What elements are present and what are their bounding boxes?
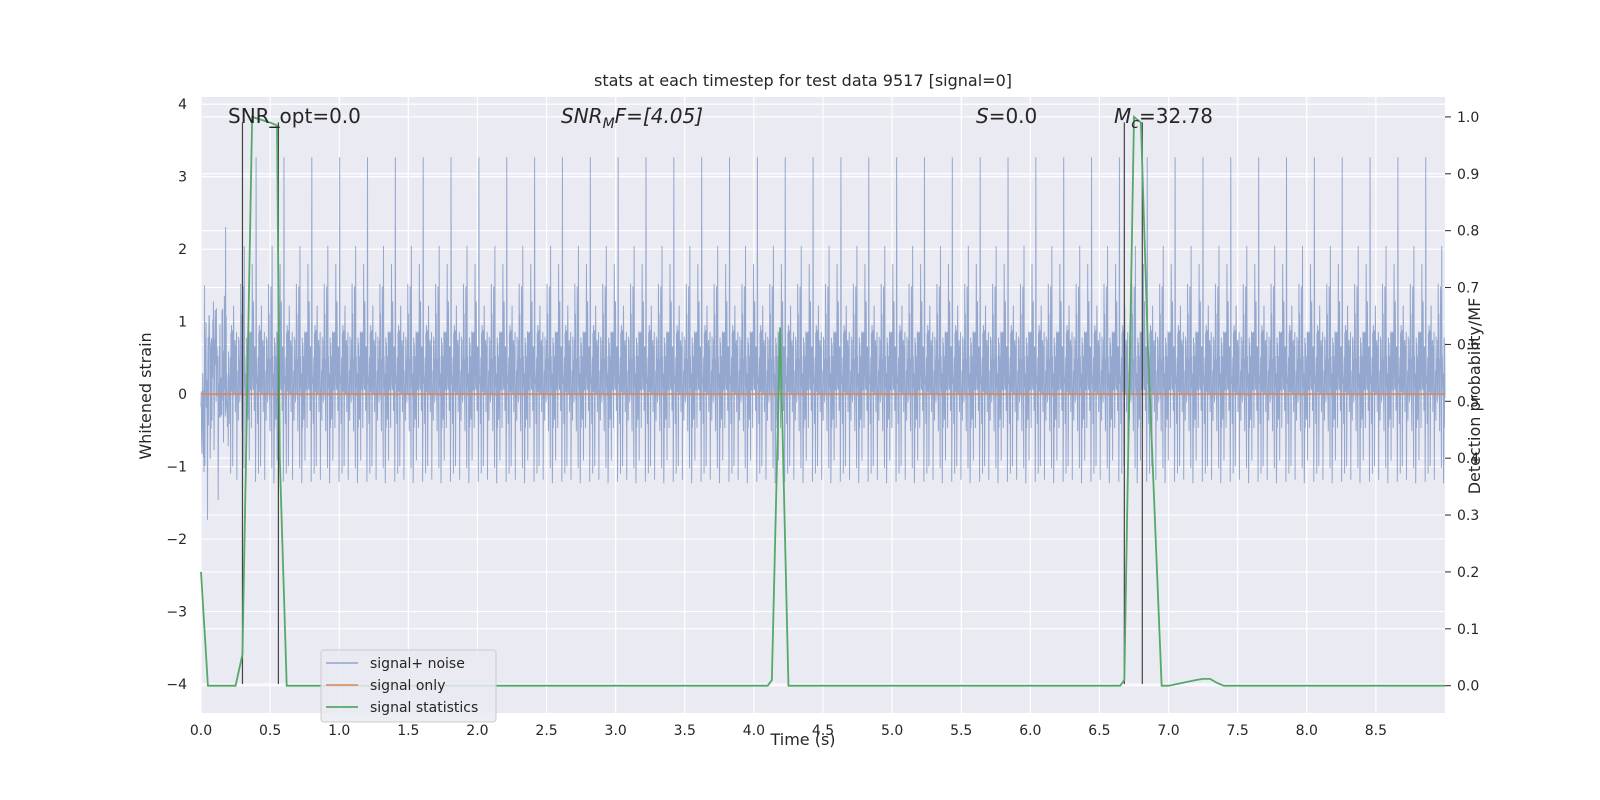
x-tick-label: 4.5 (812, 723, 834, 739)
y2-axis-label: Detection probability/MF (1465, 298, 1484, 495)
legend-box (320, 649, 497, 723)
annotation-mc: Mc=32.78 (1114, 104, 1213, 132)
annotation-snr-mf: SNRMF=[4.05] (561, 104, 703, 132)
chart-title: stats at each timestep for test data 951… (594, 71, 1012, 90)
y2-tick-label: 0.3 (1457, 508, 1479, 524)
y2-tick-label: 0.8 (1457, 224, 1479, 240)
x-tick-label: 2.5 (535, 723, 557, 739)
x-tick-label: 8.0 (1296, 723, 1318, 739)
y2-tick-label: 0.4 (1457, 451, 1479, 467)
plot-area (200, 97, 1446, 713)
y-axis-ticks: 4 3 2 1 0 −1 −2 −3 −4 (166, 97, 187, 693)
annotation-s: S=0.0 (976, 104, 1037, 128)
x-tick-label: 0.5 (259, 723, 281, 739)
series-signal-statistics (200, 115, 1445, 687)
y-tick-label: −3 (166, 605, 187, 621)
y2-tick-label: 0.7 (1457, 281, 1479, 297)
x-tick-label: 6.0 (1019, 723, 1041, 739)
series-signal-noise (200, 157, 1446, 520)
y2-tick-label: 0.2 (1457, 565, 1479, 581)
y-tick-label: −4 (166, 677, 187, 693)
legend: signal+ noise signal only signal statist… (320, 649, 497, 723)
x-tick-label: 4.0 (743, 723, 765, 739)
y2-tick-label: 0.5 (1457, 394, 1479, 410)
x-tick-label: 7.5 (1227, 723, 1249, 739)
x-tick-label: 3.0 (605, 723, 627, 739)
y2-tick-label: 0.9 (1457, 167, 1479, 183)
y-tick-label: 3 (178, 170, 187, 186)
x-tick-label: 1.0 (328, 723, 350, 739)
noise-trace (200, 157, 1446, 520)
y-tick-label: 0 (178, 387, 187, 403)
x-tick-label: 2.0 (466, 723, 488, 739)
y-tick-label: 4 (178, 97, 187, 113)
x-axis-label: Time (s) (769, 730, 835, 749)
x-axis-ticks: 0.0 0.5 1.0 1.5 2.0 2.5 3.0 3.5 4.0 4.5 5.0 5.5 6.0 6… (190, 723, 1387, 739)
x-tick-label: 1.5 (397, 723, 419, 739)
legend-label-signal-only: signal only (370, 678, 445, 694)
y-tick-label: −2 (166, 532, 187, 548)
x-tick-label: 8.5 (1365, 723, 1387, 739)
legend-label-signal-noise: signal+ noise (370, 656, 465, 672)
y-tick-label: −1 (166, 460, 187, 476)
x-tick-label: 3.5 (674, 723, 696, 739)
x-tick-label: 5.0 (881, 723, 903, 739)
y2-tick-label: 1.0 (1457, 110, 1479, 126)
y-tick-label: 1 (178, 315, 187, 331)
y-tick-label: 2 (178, 242, 187, 258)
y2-tick-label: 0.0 (1457, 679, 1479, 695)
y2-tick-label: 0.1 (1457, 622, 1479, 638)
x-tick-label: 6.5 (1088, 723, 1110, 739)
x-tick-label: 0.0 (190, 723, 212, 739)
y2-axis-ticks: 1.0 0.9 0.8 0.7 0.6 0.5 0.4 0.3 0.2 0.1 0.0 (1445, 110, 1479, 695)
y2-tick-label: 0.6 (1457, 337, 1479, 353)
x-tick-label: 7.0 (1157, 723, 1179, 739)
annotation-snr-opt: SNR_opt=0.0 (228, 104, 361, 128)
legend-label-signal-statistics: signal statistics (370, 700, 478, 716)
annotations: SNR_opt=0.0 SNRMF=[4.05] S=0.0 Mc=32.78 (228, 104, 1213, 132)
y-axis-label: Whitened strain (136, 332, 155, 459)
x-tick-label: 5.5 (950, 723, 972, 739)
